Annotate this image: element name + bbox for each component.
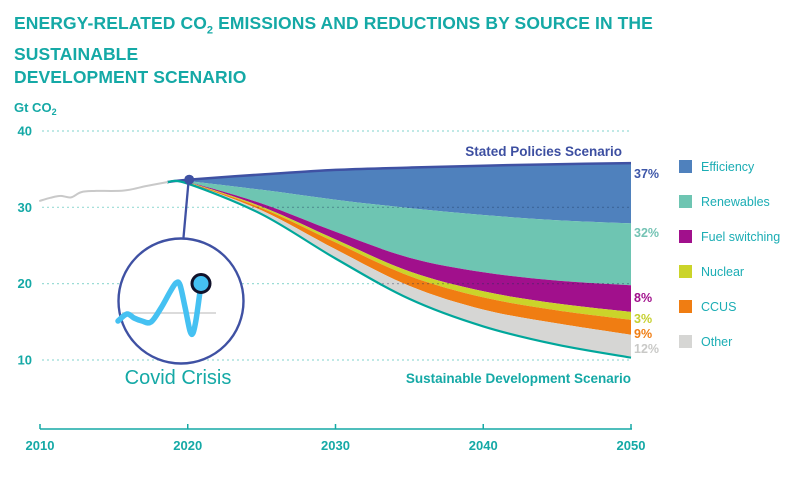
title-line2: DEVELOPMENT SCENARIO bbox=[14, 66, 247, 87]
legend-label: Renewables bbox=[701, 194, 770, 209]
share-label-renewables: 32% bbox=[634, 226, 659, 240]
share-label-fuel-switching: 8% bbox=[634, 291, 652, 305]
y-tick-label-30: 30 bbox=[18, 200, 32, 215]
share-label-efficiency: 37% bbox=[634, 167, 659, 181]
title-co2-subscript: 2 bbox=[206, 24, 214, 37]
legend: Efficiency Renewables Fuel switching Nuclea… bbox=[679, 160, 780, 370]
scenario-lines-layer bbox=[39, 161, 632, 359]
y-tick-label-20: 20 bbox=[18, 276, 32, 291]
legend-swatch-icon bbox=[679, 300, 692, 313]
covid-dip-line bbox=[115, 279, 204, 338]
legend-swatch-icon bbox=[679, 195, 692, 208]
legend-swatch-icon bbox=[679, 230, 692, 243]
x-tick-label-2010: 2010 bbox=[26, 438, 55, 453]
inset-connector-line bbox=[182, 182, 190, 238]
unit-text: Gt CO bbox=[14, 100, 52, 115]
chart-title: ENERGY-RELATED CO2 EMISSIONS AND REDUCTI… bbox=[14, 12, 776, 89]
legend-swatch-icon bbox=[679, 160, 692, 173]
x-tick-label-2040: 2040 bbox=[469, 438, 498, 453]
title-line1-pre: ENERGY-RELATED CO bbox=[14, 13, 207, 33]
y-tick-label-10: 10 bbox=[18, 352, 32, 367]
band-ccus bbox=[167, 180, 631, 335]
legend-item-nuclear: Nuclear bbox=[679, 264, 780, 279]
band-efficiency bbox=[167, 163, 631, 224]
legend-label: Fuel switching bbox=[701, 229, 781, 244]
historical-emissions-line bbox=[39, 181, 169, 202]
legend-item-ccus: CCUS bbox=[679, 299, 780, 314]
legend-item-renewables: Renewables bbox=[679, 194, 780, 209]
legend-item-fuel-switching: Fuel switching bbox=[679, 229, 781, 244]
y-tick-label-40: 40 bbox=[18, 124, 32, 139]
share-label-nuclear: 3% bbox=[634, 312, 652, 326]
covid-crisis-inset bbox=[115, 174, 245, 365]
reduction-share-labels-layer: 37% 32% 8% 3%9%12% bbox=[634, 167, 659, 356]
legend-label: CCUS bbox=[701, 299, 737, 314]
divergence-point-marker bbox=[184, 174, 195, 185]
title-line1-post: EMISSIONS AND REDUCTIONS BY SOURCE IN TH… bbox=[14, 13, 653, 64]
legend-swatch-icon bbox=[679, 335, 692, 348]
x-tick-label-2030: 2030 bbox=[321, 438, 350, 453]
stated-policies-scenario-label: Stated Policies Scenario bbox=[465, 144, 622, 159]
sustainable-development-scenario-label: Sustainable Development Scenario bbox=[406, 371, 631, 386]
legend-label: Efficiency bbox=[701, 159, 755, 174]
unit-subscript: 2 bbox=[52, 107, 57, 117]
legend-item-efficiency: Efficiency bbox=[679, 159, 780, 174]
x-tick-label-2050: 2050 bbox=[617, 438, 646, 453]
x-axis-layer: 2010 2020 2030 2040 2050 bbox=[26, 424, 646, 453]
share-label-ccus: 9% bbox=[634, 327, 652, 341]
y-axis-unit-label: Gt CO2 bbox=[14, 100, 57, 117]
legend-label: Nuclear bbox=[701, 264, 745, 279]
covid-crisis-label: Covid Crisis bbox=[125, 367, 232, 389]
covid-point-marker bbox=[190, 273, 212, 294]
share-label-other: 12% bbox=[634, 342, 659, 356]
band-fuel-switching bbox=[167, 180, 631, 312]
legend-swatch-icon bbox=[679, 265, 692, 278]
gridlines-over-bands-layer bbox=[167, 206, 630, 285]
x-tick-label-2020: 2020 bbox=[173, 438, 202, 453]
legend-label: Other bbox=[701, 334, 733, 349]
band-renewables bbox=[167, 180, 631, 286]
legend-item-other: Other bbox=[679, 334, 780, 349]
stated-policies-line bbox=[166, 161, 632, 184]
sustainable-development-line bbox=[167, 179, 632, 359]
